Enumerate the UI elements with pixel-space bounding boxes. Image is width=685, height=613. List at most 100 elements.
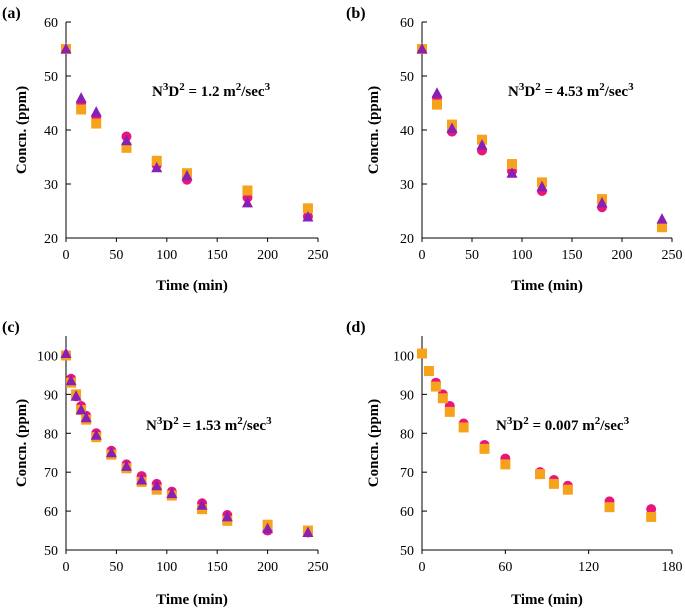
- annotation-superscript: 3: [507, 415, 513, 427]
- x-tick-label: 50: [465, 248, 479, 263]
- y-tick-label: 100: [37, 349, 58, 364]
- data-point-square: [76, 104, 87, 115]
- data-point-triangle: [196, 499, 208, 510]
- data-point-triangle: [60, 347, 72, 359]
- x-tick-label: 60: [498, 560, 512, 575]
- y-tick-label: 20: [400, 232, 414, 247]
- annotation-text: /sec: [604, 84, 629, 100]
- x-tick-label: 50: [109, 560, 123, 575]
- annotation-text: = 0.007 m: [529, 418, 596, 434]
- annotation-superscript: 2: [236, 81, 242, 93]
- series-square: [417, 44, 667, 233]
- series-triangle: [60, 347, 314, 537]
- y-tick-label: 60: [44, 505, 58, 520]
- y-tick-label: 50: [400, 544, 414, 559]
- annotation-text: D: [162, 418, 173, 434]
- x-axis-title: Time (min): [156, 592, 228, 608]
- y-axis-title: Concn. (ppm): [366, 399, 382, 487]
- annotation-superscript: 3: [628, 81, 634, 93]
- data-point-square: [500, 459, 511, 470]
- data-point-triangle: [80, 411, 92, 423]
- annotation-text: /sec: [242, 418, 267, 434]
- y-tick-label: 70: [400, 466, 414, 481]
- y-tick-label: 40: [400, 124, 414, 139]
- annotation-text: N: [508, 84, 519, 100]
- data-point-triangle: [90, 106, 102, 117]
- y-tick-label: 20: [44, 232, 58, 247]
- annotation-text: N: [146, 418, 157, 434]
- data-point-triangle: [75, 92, 87, 103]
- data-point-triangle: [416, 43, 428, 54]
- annotation-superscript: 2: [595, 415, 601, 427]
- data-point-square: [535, 469, 546, 480]
- data-point-triangle: [241, 196, 253, 208]
- annotation-text: = 1.53 m: [179, 418, 238, 434]
- x-tick-label: 250: [662, 248, 683, 263]
- data-point-square: [604, 502, 615, 513]
- x-tick-label: 100: [156, 560, 177, 575]
- chart-panel-1: (a) 20 30 40 50 60 0 50 100 150 200 250 Time (min) Co…: [2, 5, 329, 294]
- x-axis-title: Time (min): [156, 278, 228, 294]
- annotation-text: N: [496, 418, 507, 434]
- data-point-triangle: [656, 213, 668, 224]
- annotation-text: /sec: [240, 84, 265, 100]
- series-square: [417, 348, 657, 522]
- y-tick-label: 30: [400, 178, 414, 193]
- data-point-triangle: [105, 446, 117, 458]
- data-point-square: [657, 222, 667, 233]
- y-axis-title: Concn. (ppm): [366, 86, 382, 174]
- data-point-triangle: [506, 167, 518, 178]
- data-point-square: [121, 142, 132, 153]
- data-point-triangle: [90, 429, 102, 440]
- data-point-triangle: [476, 139, 488, 150]
- data-point-square: [151, 155, 162, 166]
- x-tick-label: 250: [308, 560, 329, 575]
- annotation-text: = 1.2 m: [185, 84, 237, 100]
- data-point-square: [646, 511, 657, 522]
- annotation-superscript: 2: [599, 81, 605, 93]
- y-tick-label: 70: [44, 466, 58, 481]
- x-tick-label: 180: [662, 560, 683, 575]
- annotation-superscript: 2: [535, 81, 541, 93]
- parameter-annotation: N3D2 = 4.53 m2/sec3: [508, 81, 634, 100]
- annotation-text: N: [152, 84, 163, 100]
- x-tick-label: 200: [612, 248, 633, 263]
- x-tick-label: 0: [63, 248, 70, 263]
- x-tick-label: 100: [156, 248, 177, 263]
- panel-label: (a): [2, 5, 21, 22]
- data-point-triangle: [151, 479, 163, 491]
- annotation-superscript: 3: [266, 415, 272, 427]
- data-point-circle: [646, 504, 657, 515]
- y-tick-label: 90: [44, 388, 58, 403]
- y-tick-label: 80: [44, 427, 58, 442]
- x-tick-label: 250: [308, 248, 329, 263]
- data-point-square: [507, 159, 517, 170]
- data-point-triangle: [262, 522, 274, 534]
- annotation-text: D: [168, 84, 179, 100]
- series-circle: [423, 366, 657, 515]
- series-circle: [417, 44, 667, 232]
- x-tick-label: 150: [207, 560, 228, 575]
- data-point-square: [562, 484, 573, 495]
- chart-panel-4: (d) 50 60 70 80 90 100 0 60 120 180 Time (min) Concn…: [346, 319, 683, 608]
- series-circle: [61, 350, 313, 538]
- data-point-square: [479, 443, 490, 454]
- annotation-superscript: 3: [519, 81, 525, 93]
- y-tick-label: 50: [44, 544, 58, 559]
- data-point-triangle: [120, 460, 132, 471]
- annotation-text: /sec: [599, 418, 624, 434]
- data-point-triangle: [166, 487, 178, 499]
- data-point-square: [302, 203, 313, 214]
- data-point-triangle: [70, 390, 82, 401]
- parameter-annotation: N3D2 = 1.2 m2/sec3: [152, 81, 271, 100]
- data-point-square: [548, 478, 559, 489]
- data-point-triangle: [536, 180, 548, 192]
- panel-label: (b): [346, 5, 366, 22]
- data-point-triangle: [65, 374, 77, 386]
- data-point-triangle: [120, 134, 132, 146]
- data-point-square: [430, 381, 441, 392]
- x-tick-label: 150: [562, 248, 583, 263]
- series-triangle: [60, 43, 314, 222]
- data-point-triangle: [596, 196, 608, 208]
